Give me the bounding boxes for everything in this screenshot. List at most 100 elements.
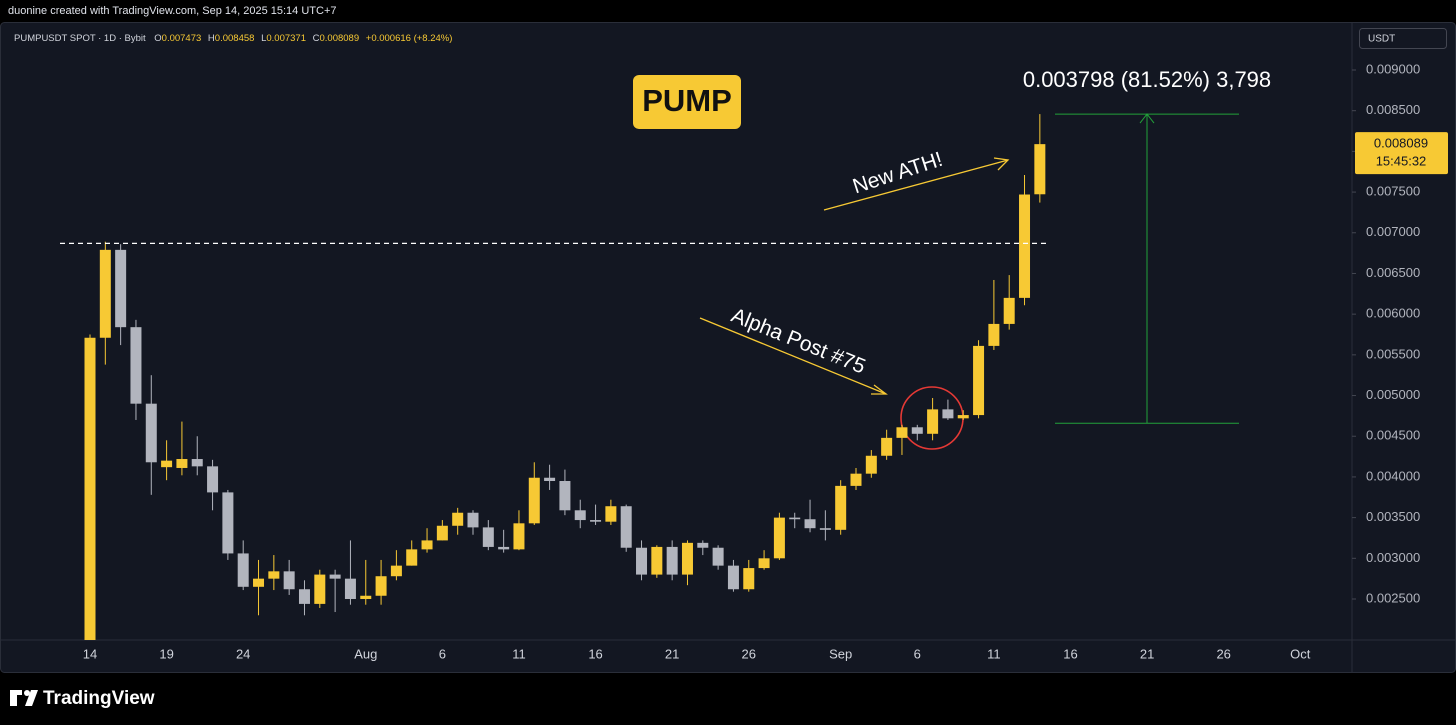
ath-arrow [823,159,1009,211]
candle-body [298,589,310,604]
candle-body [973,345,985,416]
candle-body [207,466,219,493]
candle-body [1003,297,1015,324]
candle-body [375,576,387,596]
badge-box [633,75,741,129]
candle-body [99,249,111,338]
candle-body [896,427,908,438]
candle-body [743,568,755,590]
badge: PUMP [642,83,732,118]
logo-mark [10,690,22,706]
candle-body [927,409,939,434]
candle-body [544,477,556,481]
y-tick-label: 0.007500 [1366,184,1420,199]
candle-body [222,492,234,554]
y-tick-label: 0.003000 [1366,550,1420,565]
candle-body [237,553,249,587]
y-tick-label: 0.003500 [1366,509,1420,524]
candle-body [161,460,173,468]
plot [60,113,1239,640]
candle-body [1034,144,1046,195]
currency-box[interactable] [1359,28,1447,49]
post-arrowhead [871,384,888,395]
candle-body [406,549,418,566]
x-tick-label: 11 [987,646,1001,661]
y-tick-label: 0.009000 [1366,61,1420,76]
candle-body [268,571,280,579]
y-tick-label: 0.002500 [1366,590,1420,605]
x-tick-label: Oct [1290,646,1311,661]
candle-body [498,546,510,550]
x-tick-label: 11 [512,646,526,661]
last-price: 0.008089 [1374,136,1428,151]
brand: TradingView [43,688,155,709]
candle-body [191,459,203,467]
ohlc-key: C [313,33,320,44]
y-tick-label: 0.006000 [1366,306,1420,321]
x-tick-label: Aug [354,646,377,661]
candle-body [636,547,648,575]
x-tick-label: 24 [236,646,250,661]
ath-arrowhead [993,157,1010,171]
candle-body [360,595,372,600]
candle-body [758,558,770,569]
footer [0,673,1456,725]
candle-body [314,574,326,604]
currency: USDT [1368,34,1395,45]
candle-body [390,565,402,577]
post-arrow [699,317,887,395]
logo-mark [25,690,38,706]
candle-body [115,249,127,328]
candle-body [789,517,801,520]
candle-body [727,565,739,590]
countdown: 15:45:32 [1376,154,1427,169]
candle-body [942,409,954,419]
measure-label: 0.003798 (81.52%) 3,798 [1023,67,1271,92]
candle-body [605,506,617,522]
candle-body [911,427,923,434]
y-tick-label: 0.006500 [1366,265,1420,280]
candle-body [130,327,142,404]
candle-body [712,547,724,566]
x-tick-label: 14 [83,646,97,661]
candle-body [513,523,525,550]
y-tick-label: 0.004000 [1366,468,1420,483]
symbol: PUMPUSDT SPOT · 1D · Bybit [14,33,146,44]
candle-body [559,480,571,511]
legend: PUMPUSDT SPOT · 1D · Bybit O0.007473 H0.… [14,33,452,44]
x-tick-label: 19 [159,646,173,661]
x-tick-label: 26 [1216,646,1230,661]
credit: duonine created with TradingView.com, Se… [8,5,336,17]
candle-body [482,527,494,547]
candle-body [590,520,602,522]
ohlc-key: H [208,33,215,44]
candle-body [145,403,157,463]
x-tick-label: 6 [439,646,446,661]
x-tick-label: 21 [665,646,679,661]
logo-mark [24,690,30,696]
candle-body [865,455,877,474]
candle-body [988,323,1000,346]
candle-body [452,512,464,526]
x-tick-label: 6 [914,646,921,661]
measure-arrowhead [1139,113,1155,124]
ohlc-value: 0.008089 [320,33,360,44]
candle-body [773,517,785,559]
y-tick-label: 0.005000 [1366,387,1420,402]
candle-body [835,485,847,530]
last-price-tag [1355,132,1448,175]
candle-body [436,525,448,541]
candle-body [528,477,540,524]
axes: 0.002500 0.003000 0.003500 0.004000 0.004500… [83,61,1448,661]
candle-body [329,574,341,579]
candle-body [850,473,862,486]
candle-body [421,540,433,550]
x-tick-label: 16 [1063,646,1077,661]
x-tick-label: 21 [1140,646,1154,661]
ohlc-value: 0.008458 [215,33,255,44]
ohlc-value: 0.007371 [266,33,306,44]
candle-body [344,578,356,600]
candle-body [697,542,709,548]
candle-body [84,337,96,640]
